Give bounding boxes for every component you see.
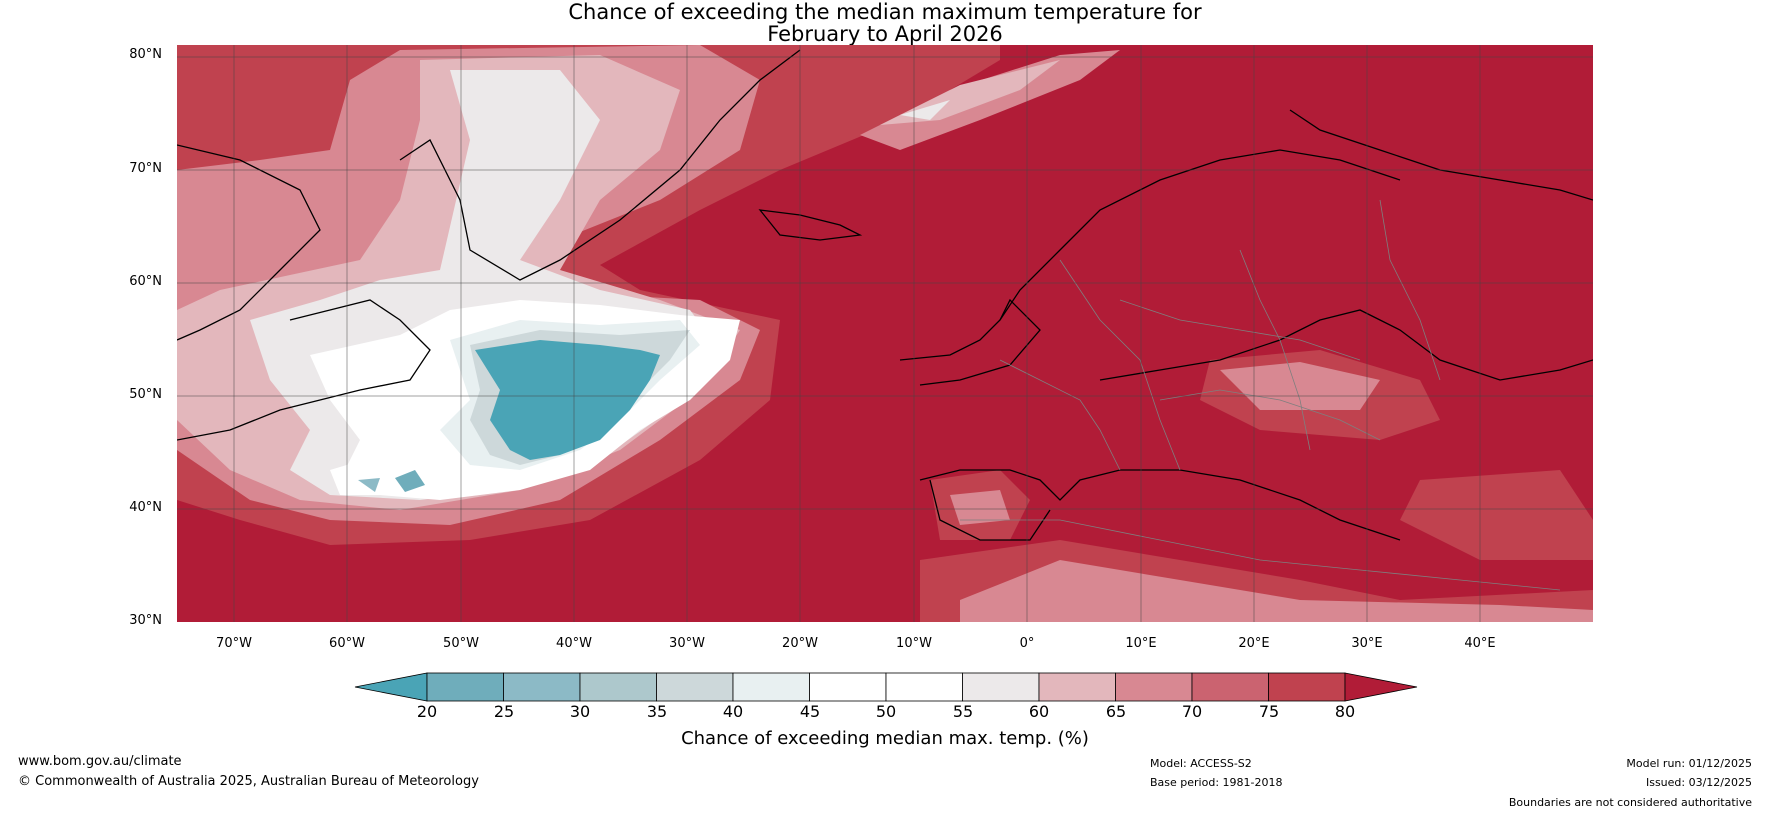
colorbar-segment <box>503 672 581 702</box>
contour-60-arctic <box>900 100 950 120</box>
colorbar-segment <box>962 672 1040 702</box>
chart-title-line1: Chance of exceeding the median maximum t… <box>568 0 1202 24</box>
colorbar-segment <box>732 672 810 702</box>
contour-20-small2 <box>358 478 380 492</box>
footer-model: Model: ACCESS-S2 <box>1150 757 1252 770</box>
contour-70-iberia <box>950 490 1010 525</box>
colorbar-tick: 40 <box>722 702 744 721</box>
country-borders <box>960 199 1561 591</box>
colorbar-tick: 30 <box>569 702 591 721</box>
contour-70-africa <box>960 560 1593 622</box>
lon-label: 40°E <box>1464 636 1496 651</box>
colorbar-segment <box>426 672 504 702</box>
footer-url[interactable]: www.bom.gov.au/climate <box>18 754 182 769</box>
colorbar-segment <box>656 672 734 702</box>
contour-45-west <box>330 455 420 495</box>
colorbar-tick: 65 <box>1105 702 1127 721</box>
lat-label: 60°N <box>129 274 162 289</box>
lon-label: 40°W <box>556 636 592 651</box>
chart-title-line2: February to April 2026 <box>767 22 1003 46</box>
colorbar-tick: 80 <box>1334 702 1356 721</box>
lat-label: 80°N <box>129 47 162 62</box>
lon-label: 60°W <box>329 636 365 651</box>
lon-label: 70°W <box>216 636 252 651</box>
lon-label: 20°E <box>1238 636 1270 651</box>
colorbar-segment <box>1191 672 1269 702</box>
lat-label: 30°N <box>129 613 162 628</box>
lon-label: 50°W <box>443 636 479 651</box>
colorbar-segment <box>579 672 657 702</box>
colorbar-tick: 70 <box>1181 702 1203 721</box>
colorbar-tick: 45 <box>799 702 821 721</box>
lon-label: 10°W <box>896 636 932 651</box>
contour-75-europe-b <box>1400 470 1593 560</box>
colorbar-tick: 75 <box>1258 702 1280 721</box>
colorbar-segment <box>885 672 963 702</box>
colorbar-tick: 50 <box>875 702 897 721</box>
colorbar-extend-low <box>354 672 428 702</box>
footer-issued: Issued: 03/12/2025 <box>1645 776 1752 789</box>
colorbar-tick: 35 <box>646 702 668 721</box>
colorbar <box>354 672 1418 702</box>
lon-label: 10°E <box>1125 636 1157 651</box>
lon-label: 30°E <box>1351 636 1383 651</box>
lon-label: 30°W <box>669 636 705 651</box>
colorbar-segment <box>1115 672 1193 702</box>
footer-base-period: Base period: 1981-2018 <box>1150 776 1283 789</box>
lat-label: 40°N <box>129 500 162 515</box>
footer-model-run: Model run: 01/12/2025 <box>1626 757 1752 770</box>
lon-label: 20°W <box>782 636 818 651</box>
colorbar-tick: 60 <box>1028 702 1050 721</box>
lat-label: 70°N <box>129 161 162 176</box>
contour-20-small <box>395 470 425 492</box>
colorbar-tick: 25 <box>493 702 515 721</box>
contour-70-europe <box>1220 362 1380 410</box>
colorbar-extend-high <box>1344 672 1418 702</box>
lon-label: 0° <box>1019 636 1035 651</box>
colorbar-segment <box>809 672 887 702</box>
footer-copyright: © Commonwealth of Australia 2025, Austra… <box>18 774 479 789</box>
colorbar-segment <box>1268 672 1346 702</box>
footer-disclaimer: Boundaries are not considered authoritat… <box>1508 796 1752 809</box>
colorbar-label: Chance of exceeding median max. temp. (%… <box>681 728 1089 749</box>
colorbar-tick: 20 <box>416 702 438 721</box>
colorbar-segment <box>1038 672 1116 702</box>
lon-gridlines <box>233 45 1481 622</box>
lat-label: 50°N <box>129 387 162 402</box>
lat-gridlines <box>177 56 1593 510</box>
colorbar-tick: 55 <box>952 702 974 721</box>
contour-20 <box>475 340 660 460</box>
